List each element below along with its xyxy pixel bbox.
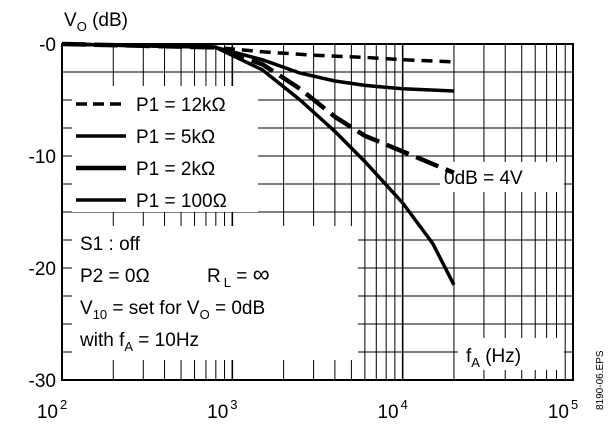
conditions-box [72,226,358,360]
y-axis-label-main: V [64,10,77,31]
legend: P1 = 12kΩ P1 = 5kΩ P1 = 2kΩ P1 = 100Ω [76,95,227,212]
with-sub: A [124,339,133,354]
x-tick-label: 10 4 [377,397,407,423]
x-tick-label: 10 2 [37,397,67,423]
legend-box [72,86,258,212]
v10-sub2: O [200,307,210,322]
v10-rest: = 0dB [210,298,265,319]
x-tick-label: 10 5 [548,397,578,423]
v10-sub: 10 [93,307,107,322]
v10-annotation: V10 = set for VO = 0dB [80,298,265,322]
rl-main: R [207,266,221,287]
y-tick-labels: -0 -10 -20 -30 [29,35,56,392]
x-tick-base: 10 [207,402,228,423]
rl-symbol: ∞ [253,261,270,288]
y-axis-label-sub: O [77,19,87,34]
x-axis-label-main: f [466,346,472,367]
with-main: with f [79,330,125,351]
x-tick-exponent: 3 [230,397,237,412]
x-tick-exponent: 2 [60,397,67,412]
y-tick-label: -30 [29,371,56,392]
x-axis-label-box [458,338,564,370]
x-axis-label-sub: A [471,355,480,370]
x-tick-base: 10 [37,402,58,423]
s1-annotation: S1 : off [80,234,141,255]
file-code: 8190-06.EPS [595,350,606,410]
x-axis-label-rest: (Hz) [480,346,521,367]
x-tick-base: 10 [377,402,398,423]
p2-annotation: P2 = 0Ω [80,266,150,287]
plot-frame [61,43,574,381]
with-annotation: with fA = 10Hz [79,330,199,354]
x-tick-exponent: 5 [571,397,578,412]
x-tick-label: 10 3 [207,397,237,423]
y-tick-label: -10 [29,147,56,168]
v10-main: V [80,298,93,319]
x-tick-labels: 10 2 10 3 10 4 10 5 [37,397,578,423]
x-tick-exponent: 4 [401,397,408,412]
rl-rest: = [231,266,253,287]
x-tick-base: 10 [548,402,569,423]
y-tick-label: -20 [29,259,56,280]
y-axis-label-rest: (dB) [87,10,128,31]
legend-label: P1 = 12kΩ [136,95,226,116]
legend-label: P1 = 100Ω [136,191,227,212]
series-lines [61,41,456,286]
x-axis-label: fA (Hz) [466,346,521,370]
series-line-4 [61,42,456,286]
with-rest: = 10Hz [133,330,199,351]
reference-box [440,162,564,192]
y-tick-label: -0 [39,35,56,56]
y-axis-label: VO (dB) [64,10,128,34]
v10-mid: = set for V [107,298,200,319]
reference-annotation: 0dB = 4V [444,168,523,189]
legend-label: P1 = 2kΩ [136,159,215,180]
legend-label: P1 = 5kΩ [136,127,215,148]
rl-sub: L [224,275,231,290]
